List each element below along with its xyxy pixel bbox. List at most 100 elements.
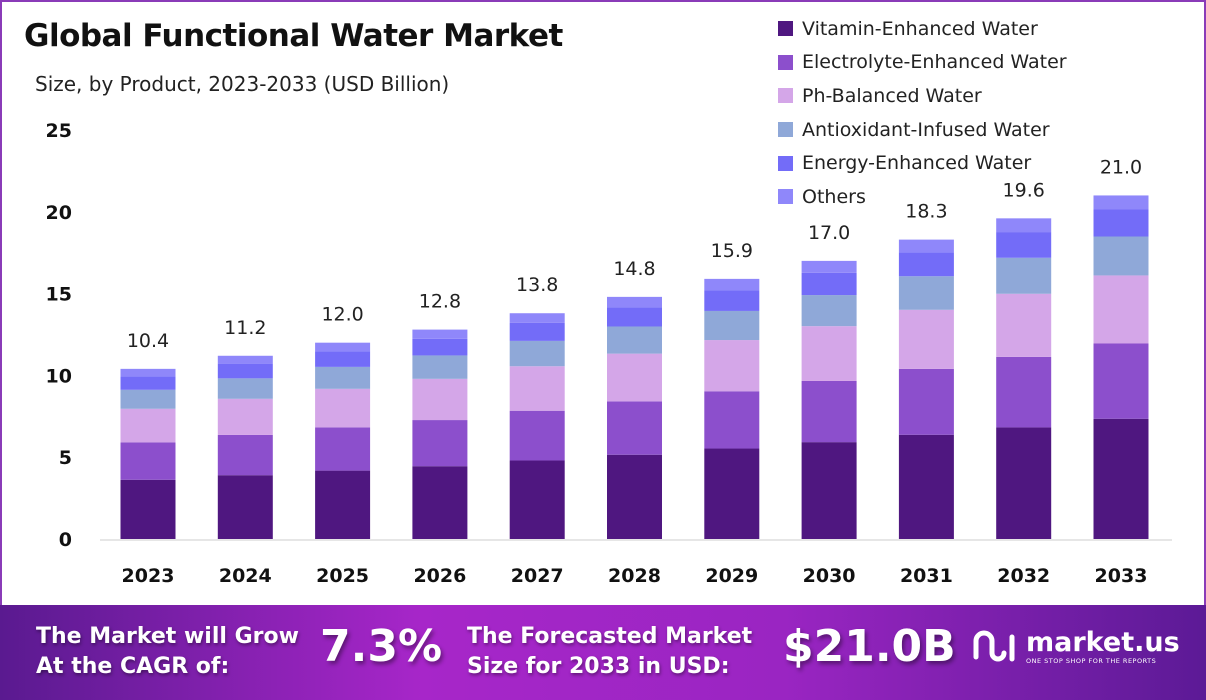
bar-segment-ph-balanced-water-2028 bbox=[607, 353, 662, 402]
bar-segment-others-2033 bbox=[1093, 195, 1149, 210]
total-data-label: 19.6 bbox=[1003, 179, 1045, 201]
legend-item: Antioxidant-Infused Water bbox=[778, 113, 1067, 147]
legend-label: Electrolyte-Enhanced Water bbox=[802, 51, 1067, 74]
bar-segment-vitamin-enhanced-water-2027 bbox=[509, 460, 565, 539]
total-data-label: 17.0 bbox=[808, 222, 850, 244]
total-data-label: 10.4 bbox=[127, 330, 169, 352]
legend-swatch bbox=[778, 189, 793, 205]
bar-segment-energy-enhanced-water-2033 bbox=[1093, 209, 1149, 237]
x-tick-label: 2024 bbox=[219, 565, 272, 587]
bar-segment-antioxidant-infused-water-2026 bbox=[412, 355, 468, 379]
legend-swatch bbox=[778, 88, 793, 104]
bar-segment-others-2027 bbox=[509, 313, 565, 323]
bar-segment-energy-enhanced-water-2026 bbox=[412, 338, 468, 356]
bar-segment-vitamin-enhanced-water-2033 bbox=[1093, 418, 1149, 539]
x-tick-label: 2030 bbox=[803, 565, 856, 587]
total-data-label: 11.2 bbox=[224, 317, 266, 339]
bar-segment-ph-balanced-water-2030 bbox=[801, 326, 857, 381]
bar-segment-energy-enhanced-water-2027 bbox=[509, 322, 565, 341]
y-tick-label: 20 bbox=[46, 202, 72, 224]
legend-label: Energy-Enhanced Water bbox=[802, 152, 1032, 175]
bar-segment-energy-enhanced-water-2030 bbox=[801, 272, 857, 296]
total-data-label: 12.0 bbox=[321, 304, 363, 326]
bar-segment-others-2025 bbox=[315, 342, 371, 352]
bar-segment-others-2024 bbox=[217, 355, 273, 364]
bar-segment-vitamin-enhanced-water-2030 bbox=[801, 442, 857, 539]
bar-segment-ph-balanced-water-2029 bbox=[704, 340, 760, 392]
bar-segment-vitamin-enhanced-water-2025 bbox=[315, 470, 371, 539]
x-tick-label: 2032 bbox=[997, 565, 1050, 587]
bar-segment-electrolyte-enhanced-water-2025 bbox=[315, 427, 371, 471]
bar-segment-electrolyte-enhanced-water-2027 bbox=[509, 410, 565, 461]
cagr-label: The Market will Grow At the CAGR of: bbox=[36, 622, 299, 682]
legend-item: Electrolyte-Enhanced Water bbox=[778, 46, 1067, 80]
bar-segment-antioxidant-infused-water-2025 bbox=[315, 366, 371, 389]
total-data-label: 14.8 bbox=[613, 258, 655, 280]
total-data-label: 21.0 bbox=[1100, 156, 1142, 178]
bar-segment-ph-balanced-water-2033 bbox=[1093, 275, 1149, 344]
summary-banner: The Market will Grow At the CAGR of: 7.3… bbox=[0, 605, 1206, 700]
bar-segment-electrolyte-enhanced-water-2024 bbox=[217, 434, 273, 476]
bar-segment-antioxidant-infused-water-2029 bbox=[704, 310, 760, 341]
logo-name: market.us bbox=[1026, 627, 1180, 658]
bar-segment-ph-balanced-water-2024 bbox=[217, 398, 273, 435]
legend-label: Others bbox=[802, 185, 866, 208]
bar-segment-energy-enhanced-water-2028 bbox=[607, 307, 662, 327]
bar-segment-ph-balanced-water-2027 bbox=[509, 366, 565, 411]
bar-segment-energy-enhanced-water-2031 bbox=[898, 252, 954, 277]
legend-label: Ph-Balanced Water bbox=[802, 84, 982, 107]
legend-label: Antioxidant-Infused Water bbox=[802, 118, 1050, 141]
bar-segment-electrolyte-enhanced-water-2029 bbox=[704, 391, 760, 449]
y-tick-label: 10 bbox=[46, 365, 72, 387]
legend-swatch bbox=[778, 21, 793, 37]
bar-segment-vitamin-enhanced-water-2026 bbox=[412, 466, 468, 539]
forecast-value: $21.0B bbox=[783, 621, 956, 672]
x-tick-label: 2025 bbox=[316, 565, 369, 587]
bar-segment-ph-balanced-water-2032 bbox=[996, 293, 1052, 357]
forecast-label-line2: Size for 2033 in USD: bbox=[467, 654, 730, 679]
legend-item: Ph-Balanced Water bbox=[778, 79, 1067, 113]
bar-segment-others-2029 bbox=[704, 278, 760, 291]
bar-segment-ph-balanced-water-2031 bbox=[898, 309, 954, 369]
cagr-label-line2: At the CAGR of: bbox=[36, 654, 230, 679]
bar-segment-electrolyte-enhanced-water-2030 bbox=[801, 380, 857, 443]
bar-segment-vitamin-enhanced-water-2032 bbox=[996, 427, 1052, 539]
cagr-label-line1: The Market will Grow bbox=[36, 624, 299, 649]
y-tick-label: 0 bbox=[59, 529, 72, 551]
total-data-label: 12.8 bbox=[419, 291, 461, 313]
bar-segment-vitamin-enhanced-water-2031 bbox=[898, 434, 954, 539]
legend-swatch bbox=[778, 155, 793, 171]
bar-segment-others-2028 bbox=[607, 296, 662, 308]
chart-subtitle: Size, by Product, 2023-2033 (USD Billion… bbox=[35, 72, 450, 96]
forecast-label: The Forecasted Market Size for 2033 in U… bbox=[467, 622, 752, 682]
bar-segment-others-2032 bbox=[996, 218, 1052, 233]
bar-segment-antioxidant-infused-water-2032 bbox=[996, 257, 1052, 294]
bar-segment-others-2031 bbox=[898, 239, 954, 253]
bar-segment-vitamin-enhanced-water-2028 bbox=[607, 454, 662, 539]
bar-segment-electrolyte-enhanced-water-2023 bbox=[120, 442, 176, 480]
chart-frame bbox=[0, 0, 1206, 606]
bar-segment-ph-balanced-water-2025 bbox=[315, 388, 371, 428]
forecast-label-line1: The Forecasted Market bbox=[467, 624, 753, 649]
legend-item: Vitamin-Enhanced Water bbox=[778, 12, 1067, 46]
x-tick-label: 2028 bbox=[608, 565, 661, 587]
legend-item: Energy-Enhanced Water bbox=[778, 146, 1067, 180]
y-tick-label: 5 bbox=[59, 447, 72, 469]
stacked-bar-chart: 051015202510.4202311.2202412.0202512.820… bbox=[46, 120, 1172, 587]
y-tick-label: 15 bbox=[46, 284, 72, 306]
bar-segment-electrolyte-enhanced-water-2028 bbox=[607, 401, 662, 455]
legend-swatch bbox=[778, 54, 793, 70]
bar-segment-antioxidant-infused-water-2028 bbox=[607, 326, 662, 354]
chart-title: Global Functional Water Market bbox=[24, 18, 563, 54]
bar-segment-electrolyte-enhanced-water-2031 bbox=[898, 368, 954, 435]
bar-segment-vitamin-enhanced-water-2024 bbox=[217, 475, 273, 539]
logo-tagline: ONE STOP SHOP FOR THE REPORTS bbox=[1026, 657, 1157, 665]
x-tick-label: 2026 bbox=[413, 565, 466, 587]
x-tick-label: 2031 bbox=[900, 565, 953, 587]
bar-segment-electrolyte-enhanced-water-2032 bbox=[996, 356, 1052, 428]
bar-segment-electrolyte-enhanced-water-2026 bbox=[412, 420, 468, 467]
bar-segment-ph-balanced-water-2026 bbox=[412, 378, 468, 421]
total-data-label: 13.8 bbox=[516, 274, 558, 296]
bar-segment-energy-enhanced-water-2032 bbox=[996, 232, 1052, 258]
bar-segment-ph-balanced-water-2023 bbox=[120, 408, 176, 443]
